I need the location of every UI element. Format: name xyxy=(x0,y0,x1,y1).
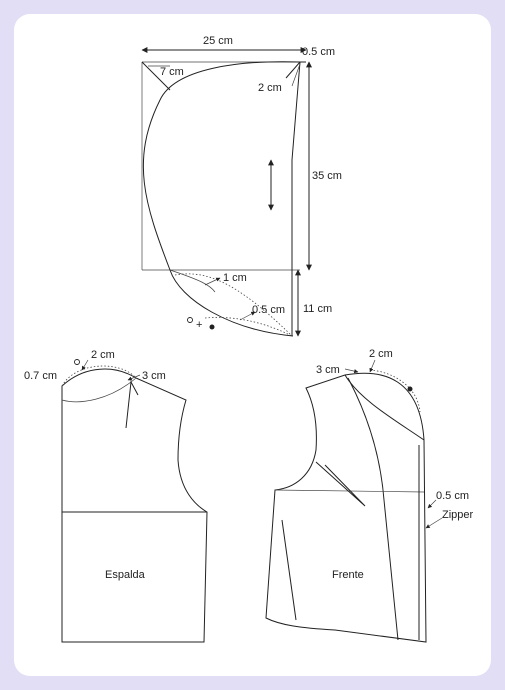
front-neck-arrow xyxy=(369,359,376,373)
front-shoulder-label: 3 cm xyxy=(316,364,340,376)
hood-dart-leg xyxy=(291,63,301,87)
back-dart-label: 3 cm xyxy=(142,370,166,382)
hood-front-seam xyxy=(291,61,301,336)
back-pattern: 0.7 cm 2 cm 3 cm Espalda xyxy=(24,349,208,643)
back-dart xyxy=(125,380,139,429)
front-hip-line xyxy=(274,489,425,493)
back-neck-arrow xyxy=(81,359,89,371)
front-princess-seam xyxy=(347,377,399,641)
hood-corner-left-label: 7 cm xyxy=(160,66,184,78)
hood-neck-dotted-1 xyxy=(174,273,293,337)
hood-corner-right-label: 0.5 cm xyxy=(302,46,335,58)
hood-notch-circle xyxy=(187,317,193,323)
hood-top-dart xyxy=(285,61,306,79)
front-neck-label: 2 cm xyxy=(369,348,393,360)
front-pattern: 2 cm 3 cm 0.5 cm Zipper Frente xyxy=(265,348,474,643)
back-shoulder-left-label: 0.7 cm xyxy=(24,370,57,382)
hood-height-label: 35 cm xyxy=(312,170,342,182)
front-outline xyxy=(265,374,427,643)
front-zipper-label: Zipper xyxy=(442,509,474,521)
hood-notch-dot xyxy=(209,324,215,330)
front-shoulder-arrow xyxy=(344,368,359,374)
hood-width-label: 25 cm xyxy=(203,35,233,47)
front-bust-dart xyxy=(315,461,366,507)
back-notch-circle xyxy=(74,359,80,365)
front-zipper-arrow xyxy=(425,517,443,529)
front-neck-curve xyxy=(344,372,425,441)
diagram-card xyxy=(14,14,491,676)
hood-neck-height-label: 11 cm xyxy=(303,303,332,315)
hood-dart-label: 2 cm xyxy=(258,82,282,94)
front-notch-dot xyxy=(407,386,413,392)
back-dart-arrow xyxy=(127,374,141,381)
back-neck-label: 2 cm xyxy=(91,349,115,361)
back-outline xyxy=(61,368,208,643)
hood-notch-plus: + xyxy=(196,319,202,331)
hood-neck-arrow-1 xyxy=(204,277,221,286)
back-shoulder-guide xyxy=(61,377,137,403)
back-neck-dotted xyxy=(61,365,137,387)
front-neck-dotted xyxy=(369,369,421,413)
hood-pattern: 25 cm 7 cm 0.5 cm 2 cm 35 cm 1 cm 0.5 cm… xyxy=(141,35,342,337)
hood-corner-miter xyxy=(141,61,171,91)
hood-neck-label-2: 0.5 cm xyxy=(252,304,285,316)
front-piece-name: Frente xyxy=(332,569,364,581)
hood-neck-label-1: 1 cm xyxy=(223,272,247,284)
front-edge-arrow xyxy=(427,499,437,509)
hood-outline xyxy=(142,61,301,337)
back-piece-name: Espalda xyxy=(105,569,146,581)
front-side-seam-guide xyxy=(281,519,297,621)
front-edge-label: 0.5 cm xyxy=(436,490,469,502)
hood-neck-guide-1 xyxy=(169,269,216,293)
hood-neck-arrow-2 xyxy=(239,311,256,321)
hood-neck-dotted-2 xyxy=(204,317,293,337)
